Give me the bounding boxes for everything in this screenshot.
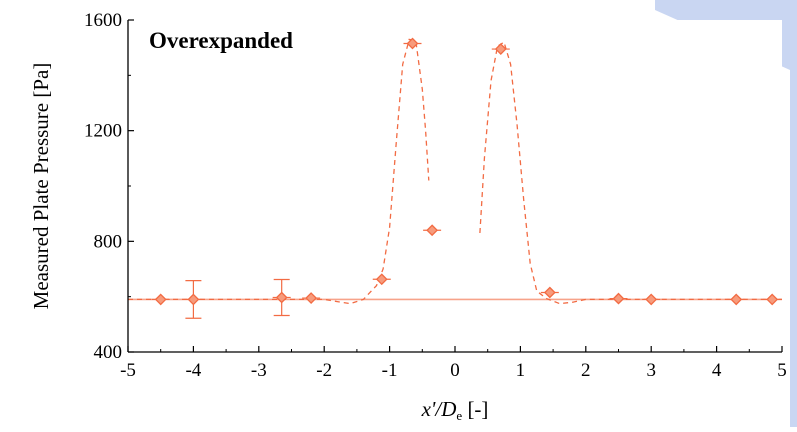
x-tick-label: -1 [382,360,398,381]
data-point [154,293,167,306]
x-tick-label: -3 [251,360,267,381]
background-panel [655,0,797,427]
fit-curve-1 [479,41,782,305]
data-point [730,293,743,306]
data-point [187,293,200,306]
x-tick-label: 0 [450,360,460,381]
x-tick-label: -4 [185,360,201,381]
x-tick-label: 4 [712,360,722,381]
data-point [645,293,658,306]
x-tick-label: 1 [516,360,526,381]
data-point [375,273,388,286]
data-point [305,292,318,304]
data-point [406,37,419,50]
axes-layer: -5 -4 -3 -2 -1 0 1 2 3 4 5 400 800 1200 1600 [84,10,787,381]
x-tick-label: 5 [777,360,787,381]
plot-layer [128,37,782,319]
y-axis-title: Measured Plate Pressure [Pa] [29,63,53,310]
x-tick-label: 2 [581,360,591,381]
data-point [426,224,439,237]
y-tick-label: 1600 [84,10,122,31]
data-point [275,291,288,304]
data-point [543,286,556,299]
data-point [612,292,625,305]
plot-background [128,20,782,352]
data-point [766,293,779,306]
x-tick-label: -5 [120,360,136,381]
data-point [494,43,507,55]
x-tick-label: -2 [316,360,332,381]
x-axis-title: x'/De [-] [421,397,489,423]
y-tick-label: 400 [94,342,123,363]
fit-curve-0 [128,38,430,305]
y-tick-label: 800 [94,231,123,252]
y-tick-label: 1200 [84,121,122,142]
chart-annotation: Overexpanded [149,28,293,53]
x-tick-label: 3 [646,360,656,381]
